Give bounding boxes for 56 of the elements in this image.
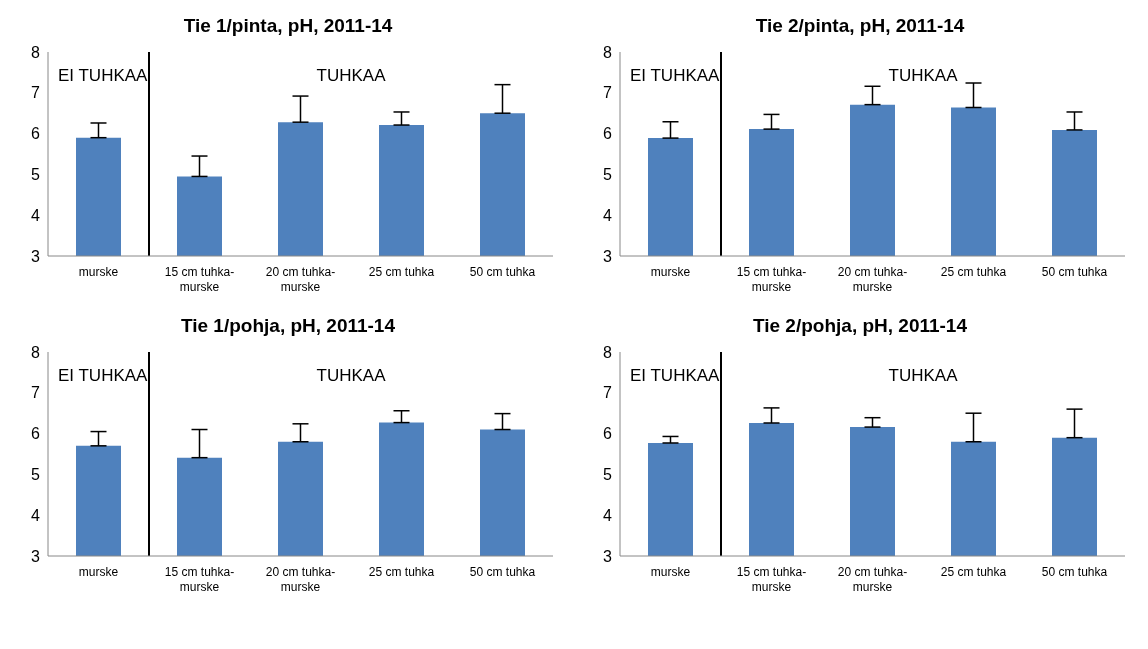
y-tick-label: 8	[603, 43, 613, 61]
x-tick-label: 20 cm tuhka-murske	[265, 265, 336, 294]
x-tick-label: 50 cm tuhka	[469, 265, 536, 279]
x-tick-label: 15 cm tuhka-murske	[736, 265, 807, 294]
y-tick-label: 3	[603, 547, 613, 565]
y-tick-label: 7	[603, 84, 613, 102]
x-tick-label: 15 cm tuhka-murske	[164, 565, 235, 594]
annotation: EI TUHKAA	[58, 366, 148, 386]
y-tick-label: 5	[603, 466, 613, 484]
chart-title: Tie 1/pohja, pH, 2011-14	[180, 314, 396, 338]
y-tick-label: 8	[31, 43, 41, 61]
y-tick-label: 6	[603, 125, 613, 143]
y-tick-label: 4	[603, 206, 613, 224]
annotation: TUHKAA	[888, 66, 958, 86]
y-tick-label: 5	[603, 166, 613, 184]
x-tick-label: 25 cm tuhka	[368, 265, 435, 279]
x-tick-label: 15 cm tuhka-murske	[736, 565, 807, 594]
x-tick-label: murske	[78, 265, 119, 279]
x-tick-label: 20 cm tuhka-murske	[837, 265, 908, 294]
x-tick-label: 50 cm tuhka	[469, 565, 536, 579]
x-tick-label: murske	[78, 565, 119, 579]
y-tick-label: 7	[31, 384, 41, 402]
y-tick-label: 6	[31, 425, 41, 443]
annotation: EI TUHKAA	[630, 366, 720, 386]
y-tick-label: 7	[603, 384, 613, 402]
y-tick-label: 3	[31, 247, 41, 265]
chart-title: Tie 2/pohja, pH, 2011-14	[752, 314, 968, 338]
y-tick-label: 7	[31, 84, 41, 102]
x-tick-label: 20 cm tuhka-murske	[837, 565, 908, 594]
annotation: TUHKAA	[888, 366, 958, 386]
annotation: TUHKAA	[316, 66, 386, 86]
annotation: EI TUHKAA	[630, 66, 720, 86]
y-tick-label: 4	[31, 506, 41, 524]
annotation: TUHKAA	[316, 366, 386, 386]
x-tick-label: 15 cm tuhka-murske	[164, 265, 235, 294]
x-tick-label: murske	[650, 265, 691, 279]
y-tick-label: 5	[31, 466, 41, 484]
y-tick-label: 5	[31, 166, 41, 184]
y-tick-label: 6	[603, 425, 613, 443]
chart-title: Tie 2/pinta, pH, 2011-14	[754, 14, 966, 38]
x-tick-label: 25 cm tuhka	[940, 265, 1007, 279]
x-tick-label: 25 cm tuhka	[368, 565, 435, 579]
y-tick-label: 8	[603, 343, 613, 361]
x-tick-label: 20 cm tuhka-murske	[265, 565, 336, 594]
x-tick-label: 25 cm tuhka	[940, 565, 1007, 579]
y-tick-label: 8	[31, 343, 41, 361]
x-tick-label: 50 cm tuhka	[1041, 265, 1108, 279]
chart-title: Tie 1/pinta, pH, 2011-14	[182, 14, 394, 38]
y-tick-label: 3	[603, 247, 613, 265]
y-tick-label: 4	[603, 506, 613, 524]
y-tick-label: 3	[31, 547, 41, 565]
x-tick-label: 50 cm tuhka	[1041, 565, 1108, 579]
y-tick-label: 4	[31, 206, 41, 224]
annotation: EI TUHKAA	[58, 66, 148, 86]
x-tick-label: murske	[650, 565, 691, 579]
y-tick-label: 6	[31, 125, 41, 143]
